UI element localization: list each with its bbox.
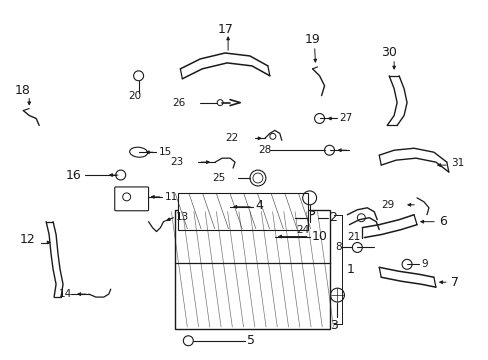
Text: 30: 30 — [381, 46, 396, 59]
Text: 19: 19 — [304, 33, 320, 46]
Text: 17: 17 — [218, 23, 234, 36]
Text: 5: 5 — [246, 334, 254, 347]
Text: 18: 18 — [14, 84, 30, 97]
Text: 28: 28 — [257, 145, 271, 155]
Text: 7: 7 — [450, 276, 458, 289]
Text: 25: 25 — [211, 173, 224, 183]
Text: 29: 29 — [380, 200, 393, 210]
Text: 27: 27 — [339, 113, 352, 123]
Text: 1: 1 — [346, 263, 354, 276]
Text: 11: 11 — [164, 192, 177, 202]
Text: 6: 6 — [438, 215, 446, 228]
Bar — [175, 210, 329, 329]
Text: 14: 14 — [59, 289, 72, 299]
Text: 26: 26 — [172, 98, 185, 108]
Text: 16: 16 — [65, 168, 81, 181]
Text: 12: 12 — [19, 233, 35, 246]
Text: 24: 24 — [295, 225, 309, 235]
Text: 13: 13 — [175, 212, 188, 222]
Text: 15: 15 — [158, 147, 171, 157]
Text: 20: 20 — [128, 91, 142, 101]
Text: 22: 22 — [224, 133, 238, 143]
Text: 31: 31 — [450, 158, 463, 168]
Text: 9: 9 — [420, 259, 427, 269]
Text: 21: 21 — [347, 231, 360, 242]
Text: 8: 8 — [334, 243, 341, 252]
Bar — [178, 193, 307, 230]
Text: 10: 10 — [311, 230, 327, 243]
Text: 4: 4 — [254, 199, 262, 212]
Text: 3: 3 — [330, 319, 338, 332]
Text: 2: 2 — [329, 211, 337, 224]
Text: 23: 23 — [170, 157, 183, 167]
